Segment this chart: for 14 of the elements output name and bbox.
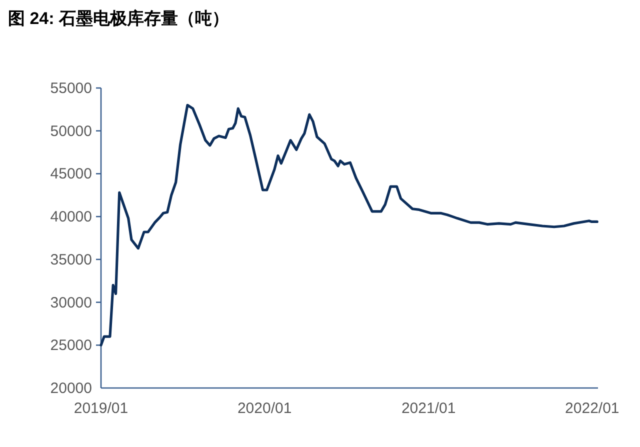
x-tick-label: 2020/01 — [237, 400, 292, 417]
y-tick-label: 40000 — [50, 208, 92, 226]
x-tick-label: 2021/01 — [401, 400, 456, 417]
y-tick-label: 25000 — [50, 337, 92, 354]
y-tick-label: 55000 — [50, 80, 92, 97]
chart-title: 图 24: 石墨电极库存量（吨） — [8, 9, 230, 28]
y-tick-label: 45000 — [50, 166, 92, 183]
x-tick-label: 2022/01 — [565, 400, 620, 417]
line-series — [100, 104, 598, 346]
y-tick-label: 35000 — [50, 251, 92, 268]
y-tick-label: 20000 — [50, 380, 92, 397]
y-tick-label: 50000 — [50, 122, 92, 140]
y-tick-label: 30000 — [50, 294, 92, 312]
x-tick-label: 2019/01 — [74, 400, 128, 417]
